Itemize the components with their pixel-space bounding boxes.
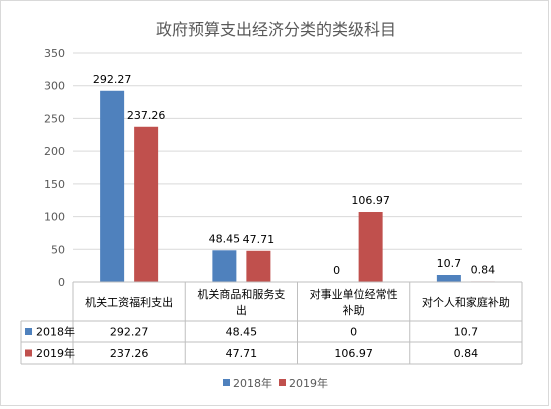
chart-title: 政府预算支出经济分类的类级科目 bbox=[156, 20, 396, 39]
table-cell: 10.7 bbox=[454, 326, 479, 339]
data-labels: 292.27 48.45 0 10.7 237.26 47.71 106.97 0.84 bbox=[93, 73, 495, 277]
y-tick-label: 0 bbox=[58, 276, 65, 289]
category-label: 出 bbox=[236, 303, 247, 317]
y-tick-label: 200 bbox=[44, 145, 65, 158]
bar-2019 bbox=[358, 212, 383, 282]
category-label: 补助 bbox=[343, 303, 365, 317]
legend: 2018年 2019年 bbox=[223, 376, 328, 390]
table-series-name: 2018年 bbox=[36, 325, 75, 339]
y-axis: 0 50 100 150 200 250 300 350 bbox=[44, 47, 65, 289]
table-cell: 0.84 bbox=[454, 347, 479, 360]
bar-2019 bbox=[134, 126, 159, 283]
y-tick-label: 150 bbox=[44, 178, 65, 191]
bar-2018 bbox=[436, 274, 461, 282]
table-legend-key bbox=[25, 349, 32, 357]
bar-2018 bbox=[212, 250, 237, 282]
table-cell: 106.97 bbox=[334, 347, 373, 360]
bar-2018 bbox=[100, 90, 125, 282]
data-label: 0 bbox=[333, 264, 340, 277]
table-legend-key bbox=[25, 328, 32, 335]
y-tick-label: 350 bbox=[44, 47, 65, 60]
table-series-name: 2019年 bbox=[36, 346, 75, 360]
table-cell: 47.71 bbox=[226, 347, 258, 360]
category-label: 机关商品和服务支 bbox=[197, 287, 285, 301]
table-cell: 0 bbox=[350, 326, 357, 339]
data-label: 292.27 bbox=[93, 73, 132, 86]
category-label: 对个人和家庭补助 bbox=[422, 295, 510, 309]
category-label: 机关工资福利支出 bbox=[85, 295, 173, 309]
y-tick-label: 100 bbox=[44, 211, 65, 224]
legend-label: 2019年 bbox=[289, 376, 328, 390]
legend-label: 2018年 bbox=[233, 376, 272, 390]
table-cell: 292.27 bbox=[110, 326, 149, 339]
data-label: 47.71 bbox=[243, 233, 275, 246]
y-tick-label: 300 bbox=[44, 80, 65, 93]
table-cell: 48.45 bbox=[226, 326, 258, 339]
category-label: 对事业单位经常性 bbox=[310, 287, 398, 301]
data-label: 106.97 bbox=[351, 194, 390, 207]
data-label: 48.45 bbox=[209, 232, 241, 245]
table-cell: 237.26 bbox=[110, 347, 149, 360]
data-label: 10.7 bbox=[437, 257, 462, 270]
data-label: 0.84 bbox=[471, 263, 496, 276]
y-tick-label: 250 bbox=[44, 112, 65, 125]
data-label: 237.26 bbox=[127, 109, 166, 122]
y-tick-label: 50 bbox=[51, 243, 65, 256]
bars bbox=[100, 90, 495, 283]
legend-key bbox=[279, 379, 286, 386]
legend-key bbox=[223, 379, 230, 386]
bar-2019 bbox=[246, 250, 271, 282]
